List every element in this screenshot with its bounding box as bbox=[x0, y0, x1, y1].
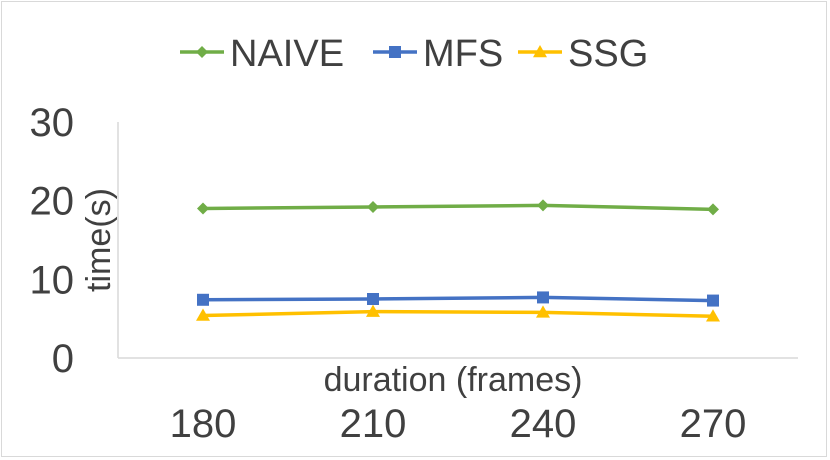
legend: NAIVE MFS SSG bbox=[180, 33, 648, 75]
data-point bbox=[366, 304, 380, 317]
x-tick-label: 270 bbox=[680, 402, 747, 446]
data-point bbox=[536, 305, 550, 318]
series-line bbox=[202, 203, 714, 212]
y-tick-label: 0 bbox=[52, 337, 74, 381]
legend-label: SSG bbox=[568, 33, 648, 75]
x-tick-labels: 180 210 240 270 bbox=[170, 402, 747, 446]
x-tick-label: 180 bbox=[170, 402, 237, 446]
data-point bbox=[196, 308, 210, 321]
data-point bbox=[197, 293, 209, 306]
y-tick-labels: 0 10 20 30 bbox=[30, 101, 75, 381]
legend-marker bbox=[533, 45, 547, 58]
x-tick-label: 210 bbox=[340, 402, 407, 446]
legend-marker bbox=[389, 46, 401, 58]
legend-item-naive: NAIVE bbox=[180, 33, 344, 75]
y-tick-label: 30 bbox=[30, 101, 75, 145]
series-mfs bbox=[197, 291, 719, 307]
y-tick-label: 10 bbox=[30, 258, 75, 302]
data-point bbox=[367, 293, 379, 305]
legend-label: MFS bbox=[423, 33, 503, 75]
plot-area bbox=[196, 199, 720, 322]
series-line bbox=[202, 295, 714, 303]
data-point bbox=[707, 294, 719, 307]
data-point bbox=[707, 203, 719, 216]
data-point bbox=[537, 199, 549, 212]
data-point bbox=[706, 309, 720, 322]
x-tick-label: 240 bbox=[510, 402, 577, 446]
legend-item-mfs: MFS bbox=[373, 33, 503, 75]
data-point bbox=[197, 202, 209, 215]
y-axis-title: time(s) bbox=[80, 188, 118, 292]
axes: 0 10 20 30 180 210 240 270 time(s) duration (f… bbox=[30, 101, 798, 446]
legend-marker bbox=[196, 46, 208, 58]
series-naive bbox=[197, 199, 719, 216]
x-axis-title: duration (frames) bbox=[324, 361, 583, 399]
legend-item-ssg: SSG bbox=[518, 33, 648, 75]
data-point bbox=[537, 291, 549, 304]
series-line bbox=[202, 309, 714, 319]
y-tick-label: 20 bbox=[30, 180, 75, 224]
legend-label: NAIVE bbox=[230, 33, 344, 75]
series-ssg bbox=[196, 304, 720, 322]
data-point bbox=[367, 200, 379, 213]
